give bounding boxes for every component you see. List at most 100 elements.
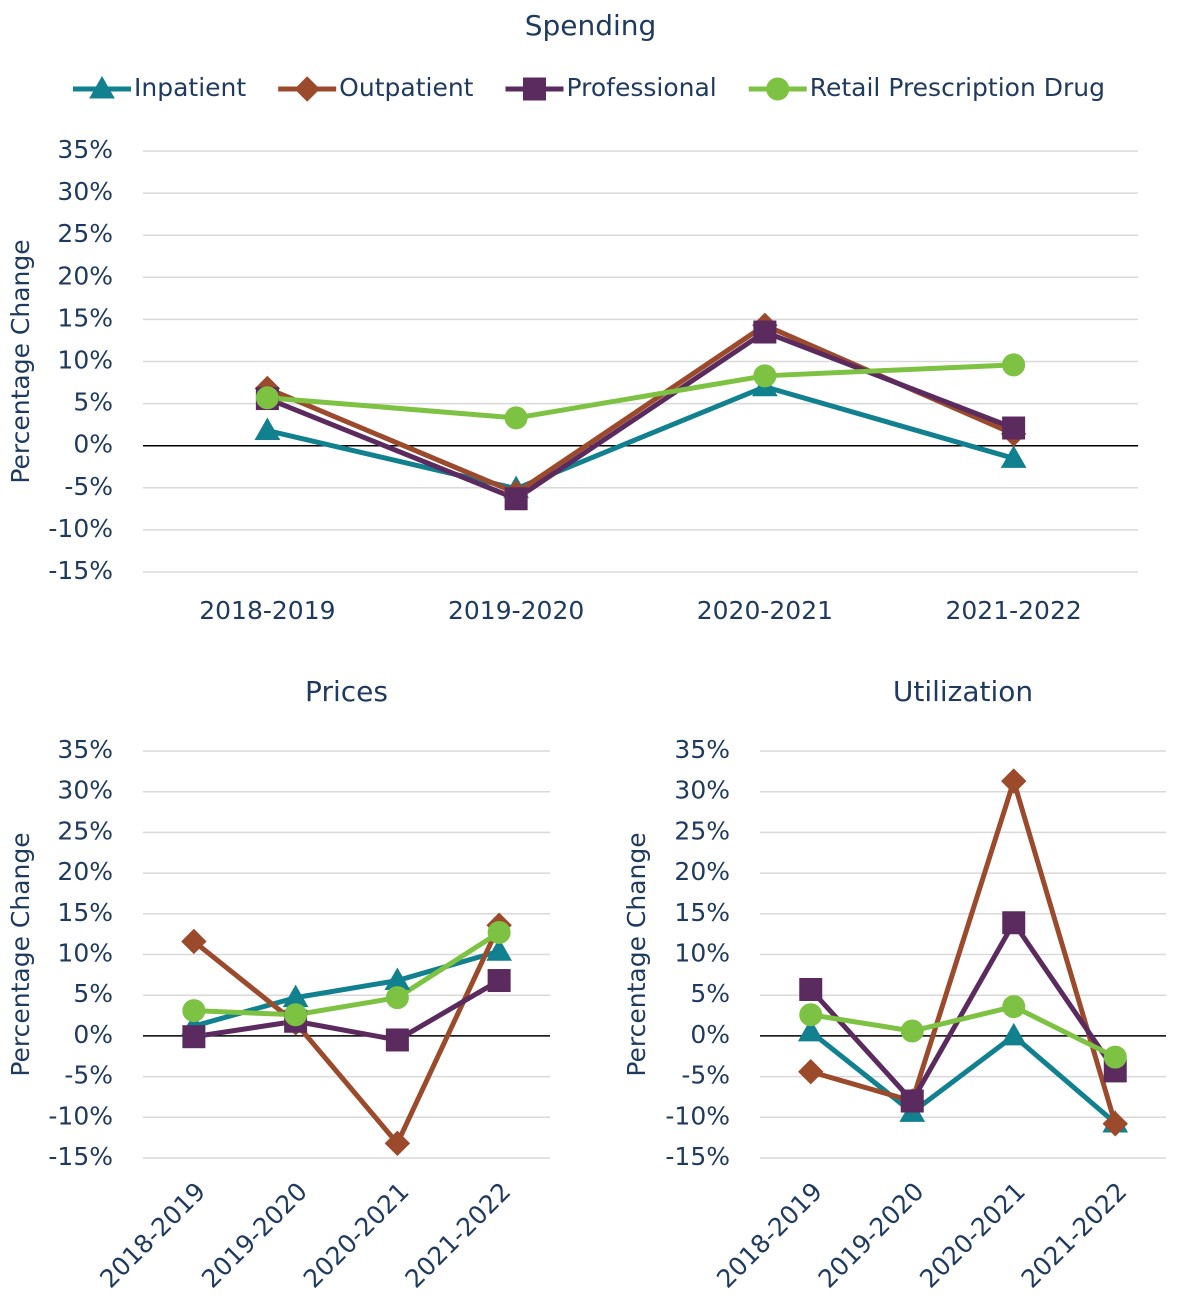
y-tick-label: 5% xyxy=(690,979,730,1008)
y-tick-label: 30% xyxy=(57,177,113,206)
y-tick-label: -5% xyxy=(681,1061,730,1090)
y-tick-label: 20% xyxy=(674,857,730,886)
series-line xyxy=(266,384,1015,492)
y-tick-label: 25% xyxy=(57,816,113,845)
marker xyxy=(1002,911,1026,935)
marker xyxy=(753,364,777,388)
marker xyxy=(254,417,281,441)
y-tick-label: 35% xyxy=(57,135,113,164)
marker xyxy=(504,406,528,430)
y-tick-label: 30% xyxy=(57,776,113,805)
y-tick-label: -5% xyxy=(64,472,113,501)
y-tick-label: 30% xyxy=(674,776,730,805)
y-axis-label: Percentage Change xyxy=(6,832,35,1076)
x-tick-label: 2020-2021 xyxy=(697,596,833,625)
y-tick-label: -10% xyxy=(665,1101,730,1130)
y-tick-label: 25% xyxy=(674,816,730,845)
y-tick-label: -5% xyxy=(64,1061,113,1090)
legend: Inpatient Outpatient Professional Retail Pr… xyxy=(72,73,1105,102)
marker xyxy=(486,938,512,961)
y-tick-label: 0% xyxy=(73,430,113,459)
marker xyxy=(753,320,777,344)
y-tick-label: 10% xyxy=(674,939,730,968)
x-tick-label: 2020-2021 xyxy=(298,1177,415,1294)
marker xyxy=(284,1003,308,1027)
marker xyxy=(799,1003,823,1027)
marker xyxy=(385,1028,409,1052)
marker xyxy=(385,986,409,1010)
marker xyxy=(1000,1022,1027,1046)
x-tick-label: 2021-2022 xyxy=(399,1177,516,1294)
series-line xyxy=(266,329,1015,502)
marker xyxy=(1002,995,1026,1019)
y-tick-label: 15% xyxy=(57,898,113,927)
y-tick-label: -10% xyxy=(48,514,113,543)
x-tick-label: 2019-2020 xyxy=(196,1177,313,1294)
y-axis-label: Percentage Change xyxy=(6,239,35,483)
series-line xyxy=(810,1004,1117,1060)
legend-marker xyxy=(766,77,790,101)
marker xyxy=(182,999,206,1023)
y-tick-label: 0% xyxy=(73,1020,113,1049)
x-tick-label: 2019-2020 xyxy=(813,1177,930,1294)
x-tick-label: 2020-2021 xyxy=(914,1177,1031,1294)
marker xyxy=(487,921,511,945)
series-line xyxy=(193,978,501,1043)
marker xyxy=(1001,768,1027,794)
legend-marker xyxy=(522,77,546,101)
marker xyxy=(1000,445,1027,468)
legend-label: Professional xyxy=(566,73,716,102)
y-tick-label: 5% xyxy=(73,388,113,417)
marker xyxy=(1002,416,1026,440)
marker xyxy=(181,928,207,955)
marker xyxy=(1103,1045,1127,1069)
y-tick-label: 15% xyxy=(57,303,113,332)
series-line xyxy=(192,924,502,1146)
y-tick-label: 5% xyxy=(73,979,113,1008)
x-tick-label: 2021-2022 xyxy=(945,596,1081,625)
y-tick-label: 20% xyxy=(57,261,113,290)
marker xyxy=(797,1018,824,1042)
y-tick-label: 15% xyxy=(674,898,730,927)
marker xyxy=(900,1019,924,1043)
y-tick-label: -10% xyxy=(48,1101,113,1130)
y-tick-label: 35% xyxy=(57,735,113,764)
marker xyxy=(504,487,528,511)
y-tick-label: 10% xyxy=(57,346,113,375)
marker xyxy=(798,1059,824,1085)
y-tick-label: 20% xyxy=(57,857,113,886)
x-tick-label: 2018-2019 xyxy=(711,1177,828,1294)
legend-label: Retail Prescription Drug xyxy=(810,73,1105,102)
marker xyxy=(1002,353,1026,377)
y-tick-label: -15% xyxy=(48,556,113,585)
y-tick-label: -15% xyxy=(665,1142,730,1171)
legend-label: Inpatient xyxy=(134,73,246,102)
chart-title: Utilization xyxy=(893,675,1033,708)
x-tick-label: 2019-2020 xyxy=(448,596,584,625)
y-tick-label: 35% xyxy=(674,735,730,764)
y-tick-label: 10% xyxy=(57,939,113,968)
chart-title: Spending xyxy=(525,9,657,42)
marker xyxy=(384,1130,411,1157)
y-tick-label: -15% xyxy=(48,1142,113,1171)
marker xyxy=(900,1089,924,1113)
series-line xyxy=(810,778,1118,1125)
y-tick-label: 25% xyxy=(57,219,113,248)
x-tick-label: 2018-2019 xyxy=(94,1177,211,1294)
marker xyxy=(255,386,279,410)
y-tick-label: 0% xyxy=(690,1020,730,1049)
y-axis-label: Percentage Change xyxy=(622,832,651,1076)
marker xyxy=(487,969,511,993)
series-line xyxy=(267,362,1014,421)
x-tick-label: 2021-2022 xyxy=(1016,1177,1133,1294)
series-line xyxy=(809,1029,1117,1125)
legend-marker xyxy=(294,76,320,102)
marker xyxy=(1102,1111,1128,1137)
series-line xyxy=(193,930,501,1018)
series-line xyxy=(808,920,1118,1104)
marker xyxy=(799,978,823,1002)
x-tick-label: 2018-2019 xyxy=(199,596,335,625)
marker xyxy=(182,1025,206,1049)
legend-marker xyxy=(89,75,115,99)
